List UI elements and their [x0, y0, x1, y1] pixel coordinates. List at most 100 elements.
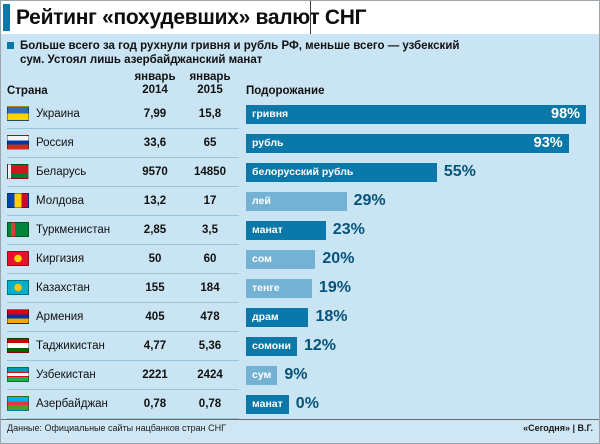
- credit-text: «Сегодня» | В.Г.: [523, 423, 593, 433]
- page-title: Рейтинг «похудевших» валют СНГ: [16, 5, 367, 29]
- value-2015: 60: [203, 252, 217, 265]
- percent-label: 20%: [322, 250, 355, 268]
- value-2015: 3,5: [202, 223, 218, 236]
- chart-title: Подорожание: [246, 84, 325, 97]
- currency-label: драм: [252, 311, 279, 324]
- value-2014: 0,78: [143, 397, 167, 410]
- currency-label: белорусский рубль: [252, 166, 354, 179]
- chart-bar-row: сомони 12%: [246, 332, 593, 361]
- country-name: Россия: [36, 136, 74, 149]
- value-2015: 65: [203, 136, 217, 149]
- footer: Данные: Официальные сайты нацбанков стра…: [1, 419, 599, 443]
- country-name: Молдова: [36, 194, 85, 207]
- bar-belorusskiy-rubl: белорусский рубль: [246, 162, 437, 182]
- value-2015: 2424: [197, 368, 223, 381]
- bar-manat-azerbaijan: манат: [246, 394, 289, 414]
- country-name: Беларусь: [36, 165, 87, 178]
- chart-bar-row: сом 20%: [246, 245, 593, 274]
- currency-label: манат: [252, 224, 283, 237]
- chart-bar-row: манат 0%: [246, 390, 593, 419]
- value-2014: 405: [145, 310, 165, 323]
- chart-bar-row: сум 9%: [246, 361, 593, 390]
- percent-label: 23%: [332, 221, 365, 239]
- bar-tenge: тенге: [246, 278, 312, 298]
- flag-ukraine-icon: [7, 106, 29, 122]
- column-rule-line: [310, 1, 311, 34]
- data-table: Страна январь 2014 январь 2015 Украина 7…: [7, 70, 239, 419]
- country-name: Киргизия: [36, 252, 85, 265]
- percent-label: 9%: [284, 366, 308, 384]
- flag-turkmenistan-icon: [7, 222, 29, 238]
- subtitle-text: Больше всего за год рухнули гривня и руб…: [20, 40, 460, 67]
- country-name: Туркменистан: [36, 223, 111, 236]
- col-header-jan2015: январь 2015: [189, 71, 231, 96]
- table-row: Украина 7,99 15,8: [7, 100, 239, 129]
- title-bar: Рейтинг «похудевших» валют СНГ: [1, 1, 599, 34]
- value-2014: 7,99: [143, 107, 167, 120]
- table-row: Азербайджан 0,78 0,78: [7, 390, 239, 419]
- bar-dram: драм: [246, 307, 309, 327]
- table-row: Казахстан 155 184: [7, 274, 239, 303]
- chart-bar-row: гривня 98%: [246, 100, 593, 129]
- chart-bar-row: рубль 93%: [246, 129, 593, 158]
- flag-tajikistan-icon: [7, 338, 29, 354]
- flag-russia-icon: [7, 135, 29, 151]
- col-header-country: Страна: [7, 84, 48, 97]
- title-accent-bar: [3, 4, 10, 31]
- table-row: Киргизия 50 60: [7, 245, 239, 274]
- value-2014: 2221: [142, 368, 168, 381]
- table-row: Россия 33,6 65: [7, 129, 239, 158]
- country-name: Таджикистан: [36, 339, 105, 352]
- country-name: Армения: [36, 310, 84, 323]
- country-name: Казахстан: [36, 281, 90, 294]
- currency-label: тенге: [252, 282, 280, 295]
- chart-bar-row: лей 29%: [246, 187, 593, 216]
- percent-label: 29%: [353, 192, 386, 210]
- currency-label: лей: [252, 195, 271, 208]
- percent-label: 18%: [315, 308, 348, 326]
- content-area: Больше всего за год рухнули гривня и руб…: [1, 34, 599, 419]
- country-name: Азербайджан: [36, 397, 108, 410]
- value-2014: 9570: [142, 165, 168, 178]
- table-row: Таджикистан 4,77 5,36: [7, 332, 239, 361]
- currency-label: сум: [252, 369, 272, 382]
- currency-label: гривня: [252, 108, 289, 121]
- bar-rubl: рубль 93%: [246, 133, 569, 153]
- subtitle-block: Больше всего за год рухнули гривня и руб…: [7, 34, 593, 70]
- value-2014: 50: [148, 252, 162, 265]
- table-row: Беларусь 9570 14850: [7, 158, 239, 187]
- currency-label: рубль: [252, 137, 284, 150]
- flag-armenia-icon: [7, 309, 29, 325]
- value-2015: 14850: [194, 165, 226, 178]
- bar-ley: лей: [246, 191, 347, 211]
- value-2015: 17: [203, 194, 217, 207]
- bar-grivnya: гривня 98%: [246, 104, 587, 124]
- bar-som: сом: [246, 249, 316, 269]
- bullet-square-icon: [7, 42, 14, 49]
- value-2015: 0,78: [198, 397, 222, 410]
- bar-chart: Подорожание гривня 98% рубль 93% белору: [239, 70, 593, 419]
- value-2015: 5,36: [198, 339, 222, 352]
- bar-sum: сум: [246, 365, 278, 385]
- chart-bar-row: тенге 19%: [246, 274, 593, 303]
- table-row: Армения 405 478: [7, 303, 239, 332]
- country-name: Украина: [36, 107, 80, 120]
- currency-label: сом: [252, 253, 272, 266]
- currency-label: манат: [252, 398, 283, 411]
- percent-label: 12%: [303, 337, 336, 355]
- table-row: Молдова 13,2 17: [7, 187, 239, 216]
- value-2014: 13,2: [143, 194, 167, 207]
- value-2015: 15,8: [198, 107, 222, 120]
- chart-bar-row: манат 23%: [246, 216, 593, 245]
- table-header-row: Страна январь 2014 январь 2015: [7, 70, 239, 100]
- flag-belarus-icon: [7, 164, 29, 180]
- value-2014: 33,6: [143, 136, 167, 149]
- bar-somoni: сомони: [246, 336, 297, 356]
- chart-bar-row: драм 18%: [246, 303, 593, 332]
- table-row: Узбекистан 2221 2424: [7, 361, 239, 390]
- table-row: Туркменистан 2,85 3,5: [7, 216, 239, 245]
- value-2015: 184: [200, 281, 220, 294]
- chart-bar-row: белорусский рубль 55%: [246, 158, 593, 187]
- value-2014: 4,77: [143, 339, 167, 352]
